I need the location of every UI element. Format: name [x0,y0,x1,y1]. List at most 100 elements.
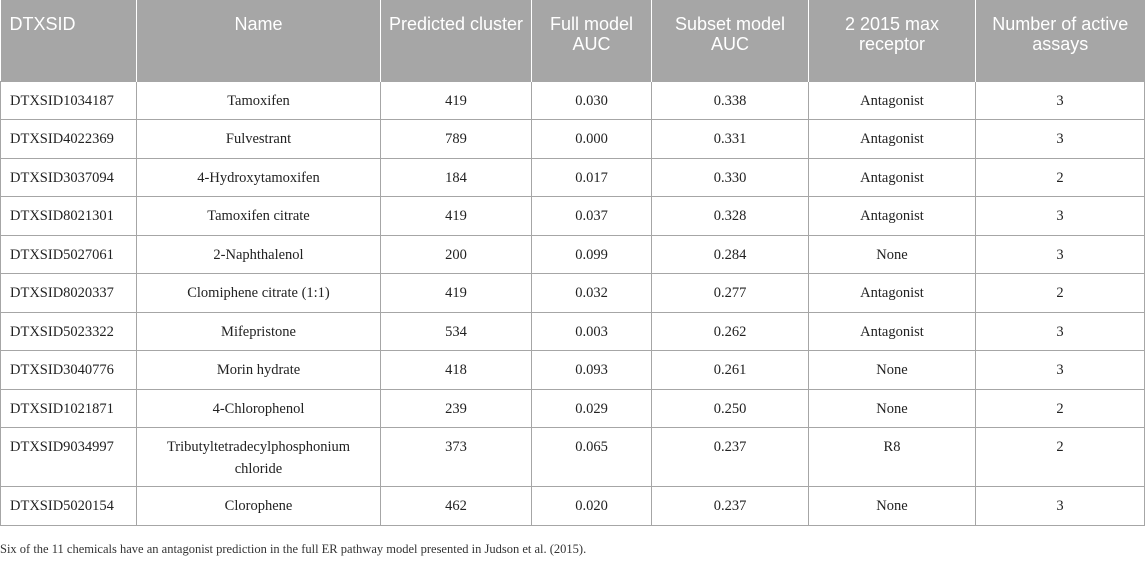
table-row: DTXSID3040776 Morin hydrate 418 0.093 0.… [0,350,1145,390]
cell-full-model-auc: 0.099 [531,234,652,274]
column-header-name: Name [136,0,381,81]
cell-active-assays: 3 [975,350,1145,390]
cell-predicted-cluster: 419 [380,196,532,236]
cell-dtxsid: DTXSID3040776 [0,350,137,390]
cell-name: Tributyltetradecylphosphonium chloride [136,427,381,487]
table-row: DTXSID1021871 4-Chlorophenol 239 0.029 0… [0,388,1145,428]
cell-dtxsid: DTXSID5020154 [0,486,137,526]
cell-full-model-auc: 0.037 [531,196,652,236]
cell-active-assays: 3 [975,80,1145,120]
column-header-max-receptor: 2 2015 max receptor [808,0,976,81]
cell-predicted-cluster: 373 [380,427,532,487]
cell-subset-model-auc: 0.261 [651,350,809,390]
cell-active-assays: 2 [975,273,1145,313]
cell-dtxsid: DTXSID1034187 [0,80,137,120]
cell-full-model-auc: 0.029 [531,388,652,428]
cell-name: Clomiphene citrate (1:1) [136,273,381,313]
cell-name: Clorophene [136,486,381,526]
cell-full-model-auc: 0.003 [531,311,652,351]
cell-subset-model-auc: 0.250 [651,388,809,428]
table-footnote: Six of the 11 chemicals have an antagoni… [0,542,587,556]
table-header: DTXSID Name Predicted cluster Full model… [0,0,1145,81]
table-row: DTXSID1034187 Tamoxifen 419 0.030 0.338 … [0,80,1145,120]
cell-max-receptor: Antagonist [808,157,976,197]
cell-subset-model-auc: 0.328 [651,196,809,236]
cell-full-model-auc: 0.030 [531,80,652,120]
table-row: DTXSID3037094 4-Hydroxytamoxifen 184 0.0… [0,157,1145,197]
table-row: DTXSID8020337 Clomiphene citrate (1:1) 4… [0,273,1145,313]
cell-max-receptor: Antagonist [808,196,976,236]
cell-max-receptor: Antagonist [808,80,976,120]
cell-full-model-auc: 0.065 [531,427,652,487]
cell-subset-model-auc: 0.331 [651,119,809,159]
cell-name: 4-Hydroxytamoxifen [136,157,381,197]
cell-name: Mifepristone [136,311,381,351]
cell-max-receptor: None [808,234,976,274]
cell-subset-model-auc: 0.330 [651,157,809,197]
cell-dtxsid: DTXSID5027061 [0,234,137,274]
cell-subset-model-auc: 0.338 [651,80,809,120]
cell-name: Fulvestrant [136,119,381,159]
cell-dtxsid: DTXSID8021301 [0,196,137,236]
header-row: DTXSID Name Predicted cluster Full model… [0,0,1145,81]
cell-predicted-cluster: 200 [380,234,532,274]
cell-max-receptor: R8 [808,427,976,487]
cell-name: 4-Chlorophenol [136,388,381,428]
results-table: DTXSID Name Predicted cluster Full model… [0,0,1145,526]
cell-full-model-auc: 0.032 [531,273,652,313]
cell-subset-model-auc: 0.237 [651,486,809,526]
cell-active-assays: 3 [975,234,1145,274]
cell-predicted-cluster: 184 [380,157,532,197]
cell-dtxsid: DTXSID5023322 [0,311,137,351]
cell-predicted-cluster: 418 [380,350,532,390]
cell-active-assays: 2 [975,427,1145,487]
cell-active-assays: 2 [975,157,1145,197]
table-row: DTXSID5027061 2-Naphthalenol 200 0.099 0… [0,234,1145,274]
cell-dtxsid: DTXSID4022369 [0,119,137,159]
cell-active-assays: 3 [975,486,1145,526]
cell-full-model-auc: 0.020 [531,486,652,526]
column-header-active-assays: Number of active assays [975,0,1145,81]
cell-max-receptor: None [808,486,976,526]
cell-dtxsid: DTXSID3037094 [0,157,137,197]
column-header-subset-model-auc: Subset model AUC [651,0,809,81]
cell-max-receptor: Antagonist [808,273,976,313]
cell-dtxsid: DTXSID9034997 [0,427,137,487]
cell-subset-model-auc: 0.262 [651,311,809,351]
cell-predicted-cluster: 239 [380,388,532,428]
cell-max-receptor: None [808,388,976,428]
cell-predicted-cluster: 534 [380,311,532,351]
cell-subset-model-auc: 0.284 [651,234,809,274]
cell-full-model-auc: 0.093 [531,350,652,390]
cell-name: Morin hydrate [136,350,381,390]
cell-name: 2-Naphthalenol [136,234,381,274]
table-row: DTXSID5023322 Mifepristone 534 0.003 0.2… [0,311,1145,351]
table-row: DTXSID9034997 Tributyltetradecylphosphon… [0,427,1145,487]
cell-active-assays: 2 [975,388,1145,428]
column-header-predicted-cluster: Predicted cluster [380,0,532,81]
cell-max-receptor: None [808,350,976,390]
column-header-dtxsid: DTXSID [0,0,137,81]
cell-dtxsid: DTXSID1021871 [0,388,137,428]
cell-name: Tamoxifen [136,80,381,120]
cell-full-model-auc: 0.017 [531,157,652,197]
cell-predicted-cluster: 419 [380,273,532,313]
cell-active-assays: 3 [975,119,1145,159]
table-row: DTXSID5020154 Clorophene 462 0.020 0.237… [0,486,1145,526]
cell-dtxsid: DTXSID8020337 [0,273,137,313]
cell-predicted-cluster: 419 [380,80,532,120]
cell-predicted-cluster: 462 [380,486,532,526]
cell-full-model-auc: 0.000 [531,119,652,159]
table-row: DTXSID8021301 Tamoxifen citrate 419 0.03… [0,196,1145,236]
table-body: DTXSID1034187 Tamoxifen 419 0.030 0.338 … [0,80,1145,526]
cell-subset-model-auc: 0.237 [651,427,809,487]
cell-active-assays: 3 [975,196,1145,236]
cell-max-receptor: Antagonist [808,119,976,159]
cell-active-assays: 3 [975,311,1145,351]
cell-name: Tamoxifen citrate [136,196,381,236]
table-row: DTXSID4022369 Fulvestrant 789 0.000 0.33… [0,119,1145,159]
cell-max-receptor: Antagonist [808,311,976,351]
cell-predicted-cluster: 789 [380,119,532,159]
column-header-full-model-auc: Full model AUC [531,0,652,81]
cell-subset-model-auc: 0.277 [651,273,809,313]
